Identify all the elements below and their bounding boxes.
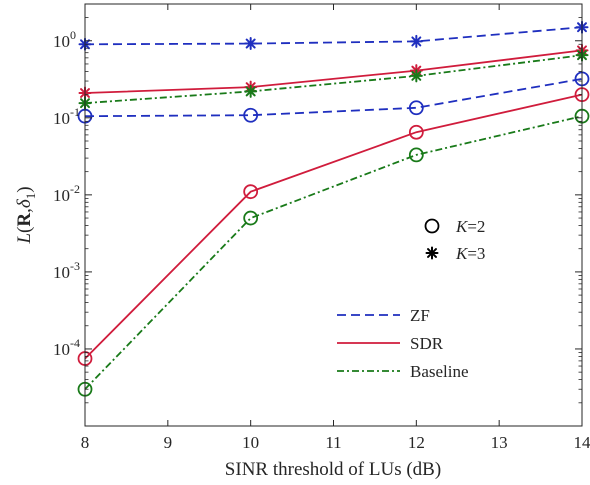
y-tick-label-base: 10 xyxy=(53,109,70,128)
y-tick-label: 10-4 xyxy=(53,336,80,359)
legend-circle-marker xyxy=(424,218,440,234)
y-tick-label-base: 10 xyxy=(53,186,70,205)
legend-star-marker xyxy=(425,246,439,260)
x-tick-label: 12 xyxy=(408,433,425,452)
legend-line-label: ZF xyxy=(410,306,430,325)
x-tick-label: 9 xyxy=(164,433,173,452)
series-point-circle xyxy=(243,184,259,200)
y-tick-label: 10-2 xyxy=(53,182,80,205)
x-tick-label: 13 xyxy=(491,433,508,452)
series-point-star-stroke-d2 xyxy=(411,36,422,47)
y-axis-label-sep: , xyxy=(14,208,35,213)
x-tick-label: 8 xyxy=(81,433,90,452)
y-tick-label: 10-1 xyxy=(53,105,80,128)
x-axis-ticks: 8 9 10 11 12 13 14 xyxy=(81,4,590,452)
svg-text:L(R,δ1): L(R,δ1) xyxy=(14,186,38,244)
series-point-star-stroke-d2 xyxy=(411,70,422,81)
plot-area xyxy=(85,4,582,426)
legend-k-label: K=3 xyxy=(455,244,485,263)
series-point-star xyxy=(244,37,258,51)
series-line xyxy=(84,49,583,94)
y-tick-label-base: 10 xyxy=(53,340,70,359)
line-legend: ZF SDR Baseline xyxy=(337,306,469,381)
series-point-star-stroke-d2 xyxy=(245,38,256,49)
y-axis-label-sub: 1 xyxy=(23,193,38,200)
legend-line-label: SDR xyxy=(410,334,444,353)
legend-star-marker-stroke-d2 xyxy=(427,248,437,258)
x-tick-label: 10 xyxy=(242,433,259,452)
x-tick-label: 14 xyxy=(574,433,590,452)
y-tick-label-base: 10 xyxy=(53,32,70,51)
series-point-circle xyxy=(408,147,424,163)
x-tick-label: 11 xyxy=(325,433,341,452)
series-point-star xyxy=(409,34,423,48)
series-point-circle xyxy=(243,210,259,226)
series-point-star xyxy=(244,84,258,98)
y-tick-label-base: 10 xyxy=(53,263,70,282)
series-line xyxy=(84,115,583,390)
legend-k-var: K xyxy=(455,244,469,263)
x-axis-label: SINR threshold of LUs (dB) xyxy=(225,459,441,480)
y-axis-label-bold: R xyxy=(14,213,35,227)
legend-k-label: K=2 xyxy=(455,217,485,236)
y-tick-label-exp: -3 xyxy=(70,259,80,273)
legend-k-eq: =2 xyxy=(467,217,485,236)
series-zf-k3 xyxy=(78,20,589,51)
legend-k-eq: =3 xyxy=(467,244,485,263)
series-point-star xyxy=(409,69,423,83)
series-point-star-stroke-d2 xyxy=(245,86,256,97)
y-axis-label-base: L xyxy=(14,233,35,245)
y-tick-label-exp: -4 xyxy=(70,336,80,350)
series-line xyxy=(84,26,583,46)
marker-legend: K=2K=3 xyxy=(424,217,485,263)
series-point-circle xyxy=(408,100,424,116)
y-axis-label-delta: δ xyxy=(14,198,35,208)
series-sdr-k2 xyxy=(77,87,590,366)
y-axis-label-close: ) xyxy=(14,186,35,192)
series-point-circle xyxy=(408,124,424,140)
series-layer xyxy=(77,20,590,397)
legend-k-var: K xyxy=(455,217,469,236)
series-point-circle xyxy=(243,107,259,123)
y-tick-label: 100 xyxy=(53,28,76,51)
series-line xyxy=(84,54,583,104)
y-axis-label: L(R,δ1) xyxy=(14,186,38,244)
legend-line-label: Baseline xyxy=(410,362,469,381)
series-line xyxy=(84,93,583,360)
y-tick-label-exp: 0 xyxy=(70,28,76,42)
y-tick-label-exp: -1 xyxy=(70,105,80,119)
y-axis-label-open: ( xyxy=(14,227,35,233)
y-tick-label-exp: -2 xyxy=(70,182,80,196)
y-tick-label: 10-3 xyxy=(53,259,80,282)
